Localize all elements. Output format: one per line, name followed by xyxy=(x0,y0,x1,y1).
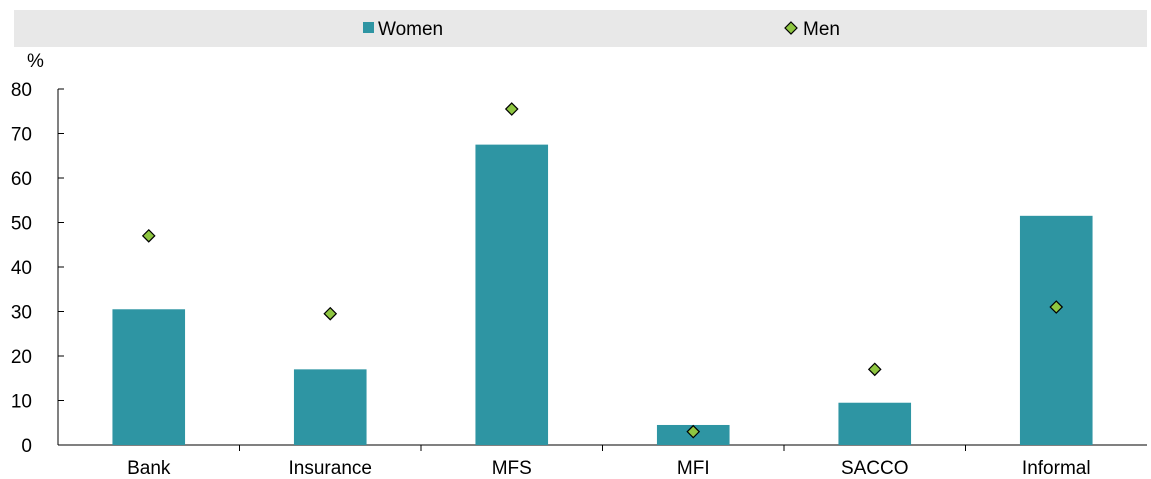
y-tick-label: 30 xyxy=(11,303,32,324)
y-tick-label: 40 xyxy=(11,258,32,279)
marker-men-mfi xyxy=(686,424,701,439)
x-tick-label: Bank xyxy=(127,458,171,479)
y-unit-label: % xyxy=(27,51,44,72)
bar-women-informal xyxy=(1019,215,1093,445)
y-tick-label: 10 xyxy=(11,392,32,413)
y-tick-label: 60 xyxy=(11,169,32,190)
bar-women-mfs xyxy=(475,144,549,445)
legend-label-men: Men xyxy=(803,19,840,40)
legend-background xyxy=(14,10,1147,47)
legend-label-women: Women xyxy=(378,19,443,40)
marker-men-informal xyxy=(1049,300,1064,314)
y-tick-label: 20 xyxy=(11,347,32,368)
y-tick-label: 80 xyxy=(11,80,32,101)
men-markers xyxy=(141,102,1064,439)
x-tick-label: Insurance xyxy=(289,458,372,479)
women-bars xyxy=(112,144,1093,445)
y-ticks: 0 10 20 30 40 50 60 70 80 xyxy=(11,80,966,457)
marker-men-bank xyxy=(141,229,156,243)
marker-men-sacco xyxy=(867,362,882,377)
x-tick-labels: Bank Insurance MFS MFI SACCO Informal xyxy=(127,458,1090,479)
bar-women-bank xyxy=(112,309,186,445)
marker-men-insurance xyxy=(323,306,338,321)
marker-men-mfs xyxy=(504,102,519,116)
x-tick-label: MFS xyxy=(492,458,532,479)
x-tick-label: Informal xyxy=(1022,458,1091,479)
x-tick-label: SACCO xyxy=(841,458,909,479)
bar-women-sacco xyxy=(838,402,912,445)
legend-marker-men xyxy=(784,21,798,35)
y-tick-label: 0 xyxy=(21,436,32,457)
bar-women-insurance xyxy=(293,369,367,445)
y-tick-label: 50 xyxy=(11,214,32,235)
x-tick-label: MFI xyxy=(677,458,710,479)
legend-swatch-women xyxy=(363,22,374,33)
legend: Women Men xyxy=(14,10,1147,47)
y-tick-label: 70 xyxy=(11,125,32,146)
